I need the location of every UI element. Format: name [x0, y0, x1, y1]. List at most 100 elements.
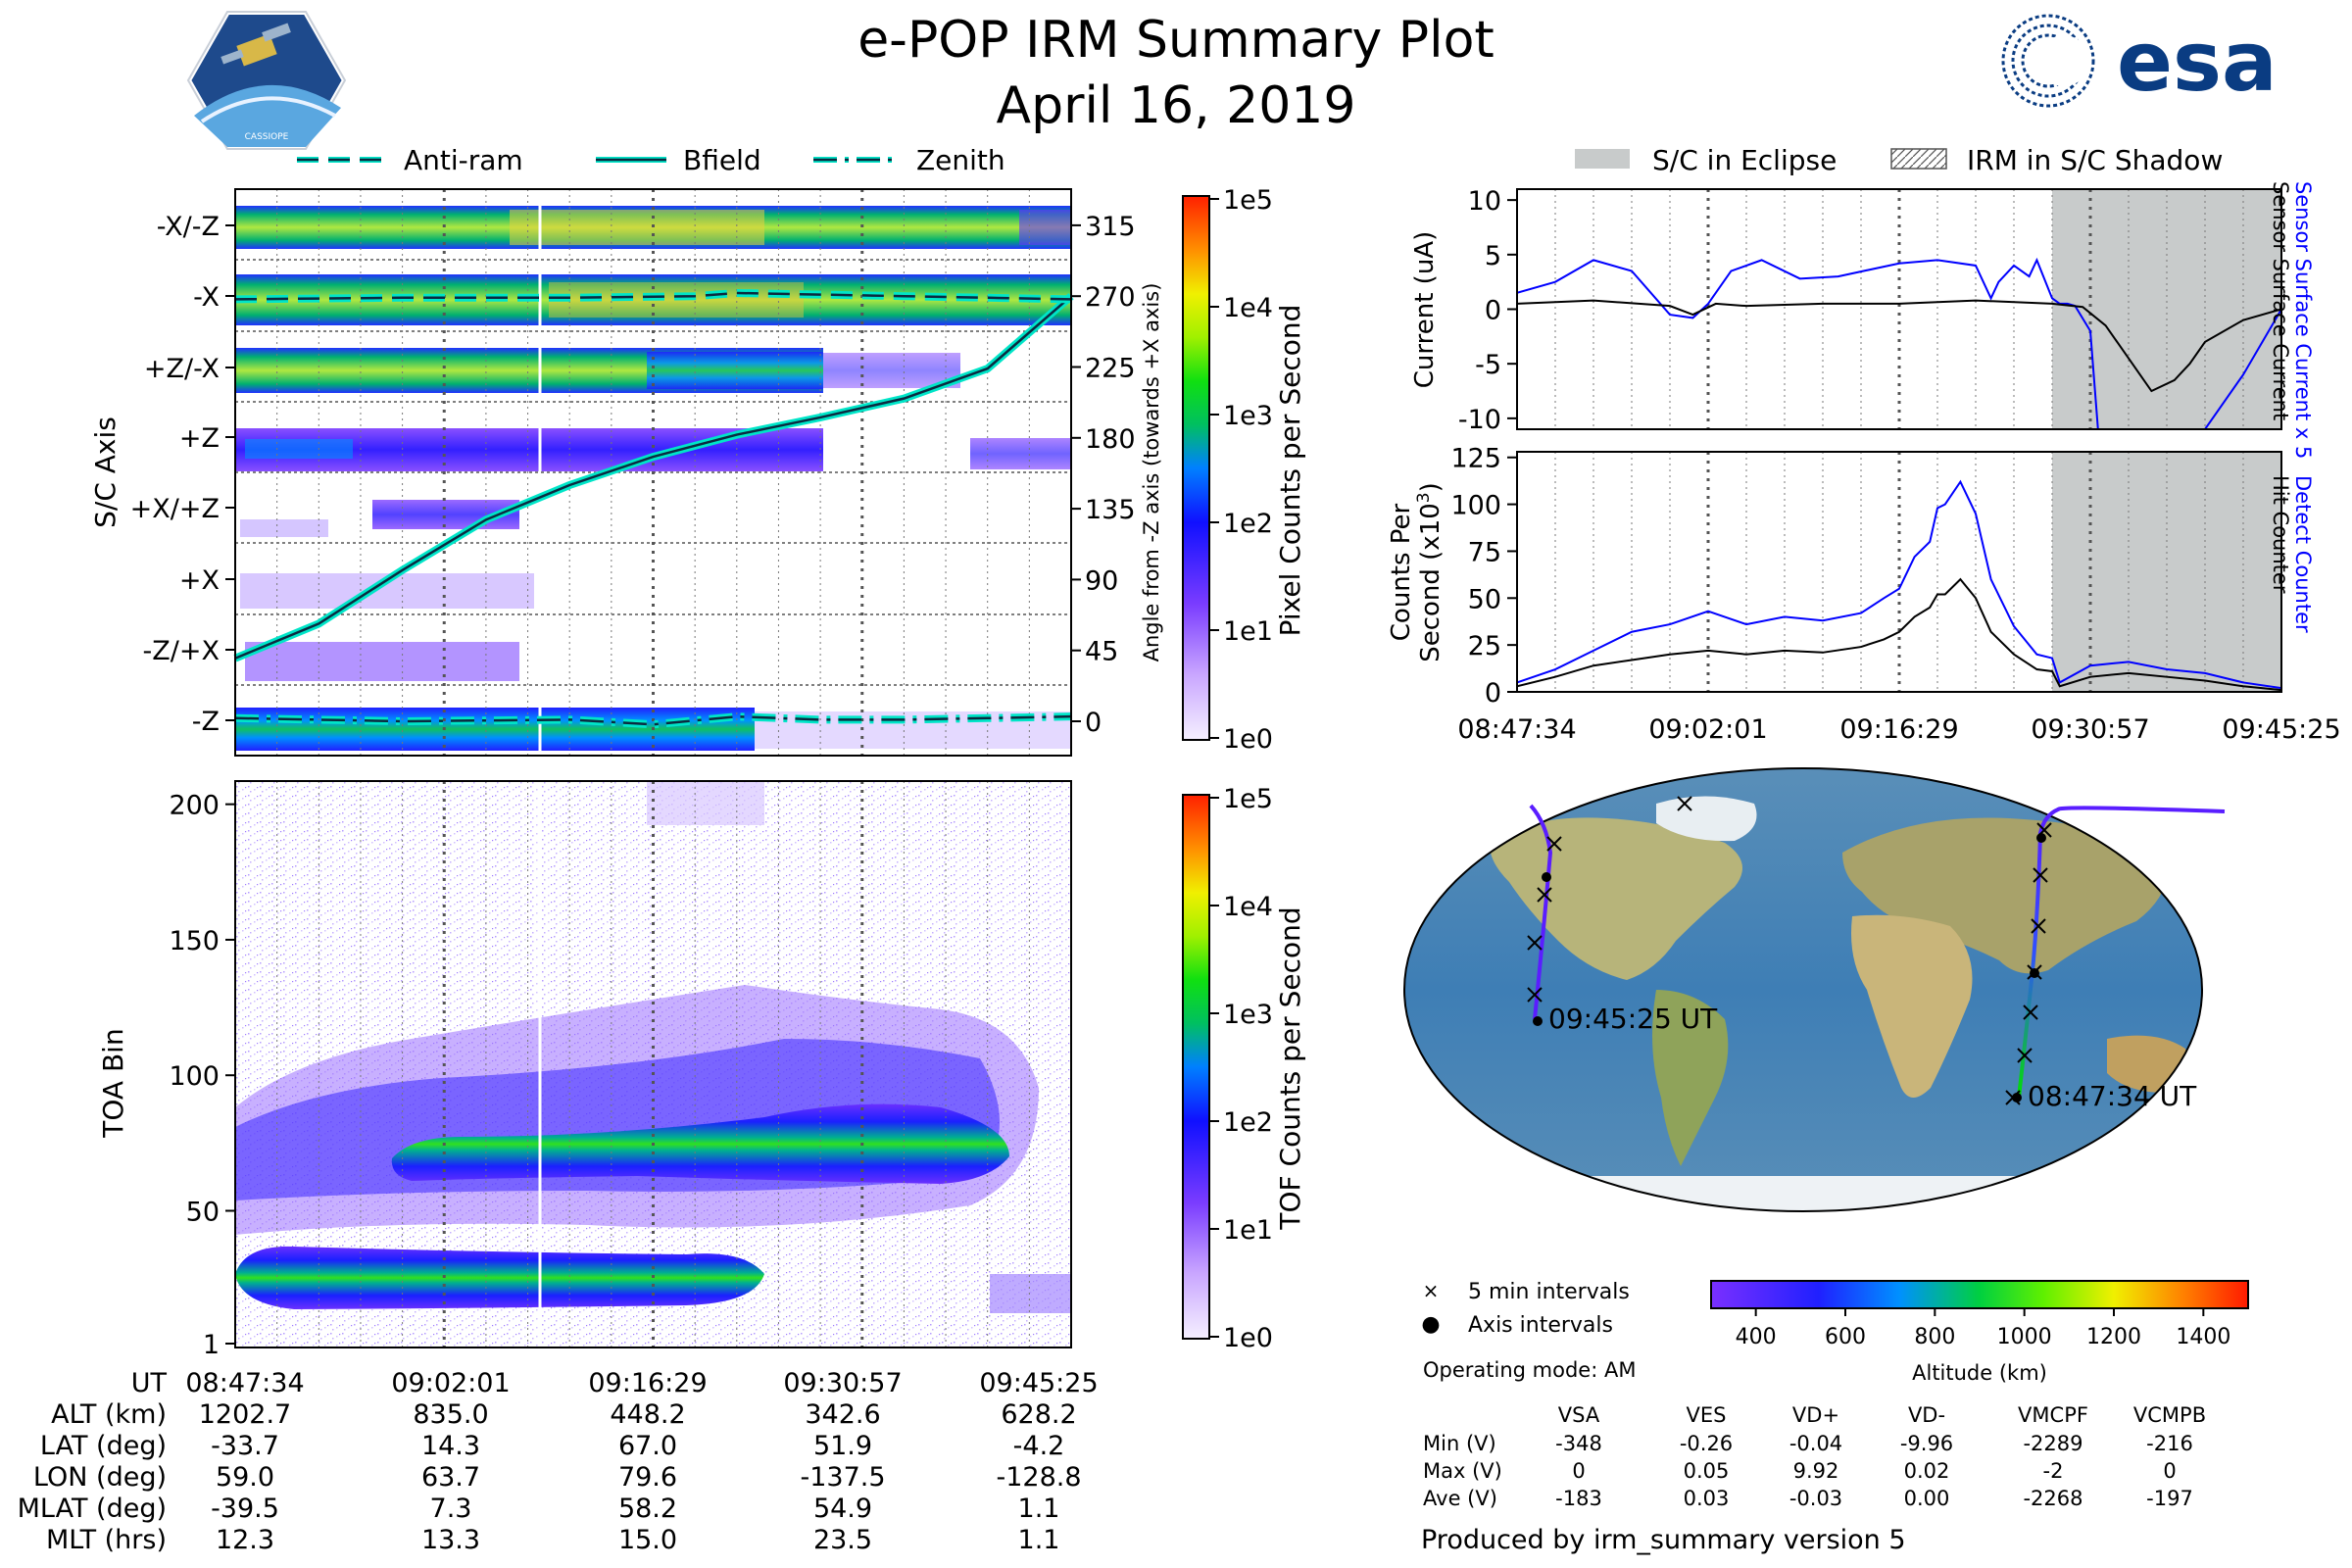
table-cell: 51.9 — [813, 1431, 872, 1461]
voltage-header: VSA — [1558, 1403, 1600, 1427]
table-cell: -39.5 — [211, 1494, 279, 1524]
voltage-cell: -183 — [1555, 1487, 1602, 1510]
series-hit-counter — [1517, 577, 2281, 692]
counts-right-label-black: Hit Counter — [2269, 475, 2292, 594]
five-min-marker — [1527, 987, 1543, 1003]
right-tick-label: 90 — [1085, 565, 1118, 596]
voltage-row-label: Min (V) — [1423, 1432, 1496, 1455]
y-tick-label: 10 — [1468, 186, 1501, 217]
voltage-cell: -2 — [2043, 1459, 2064, 1483]
table-cell: -137.5 — [800, 1462, 885, 1493]
legend-lines: Anti-ram Bfield Zenith — [297, 144, 1005, 176]
table-cell: 15.0 — [618, 1525, 677, 1555]
land-africa — [1851, 914, 1973, 1098]
voltage-cell: -2268 — [2023, 1487, 2082, 1510]
voltage-cell: -2289 — [2023, 1432, 2082, 1455]
table-cell: 7.3 — [430, 1494, 472, 1524]
table-cell: 1.1 — [1018, 1494, 1060, 1524]
series-sensor-surface-current — [1517, 299, 2281, 393]
voltage-cell: -0.04 — [1789, 1432, 1842, 1455]
legend-bfield-label: Bfield — [683, 144, 761, 176]
y-tick-label: 5 — [1485, 241, 1501, 271]
plot-date: April 16, 2019 — [997, 76, 1356, 135]
counts-right-label-blue: Detect Counter — [2291, 475, 2315, 633]
pixel-colorbar-label: Pixel Counts per Second — [1274, 305, 1306, 637]
ground-track-map: 09:45:25 UT 08:47:34 UT — [1403, 767, 2226, 1212]
time-tick-label: 08:47:34 — [1457, 714, 1576, 745]
voltage-header: VES — [1687, 1403, 1727, 1427]
esa-logo: esa — [2001, 14, 2278, 110]
series-bfield — [234, 295, 1072, 660]
right-tick-label: 180 — [1085, 424, 1136, 455]
cassiope-logo: CASSIOPE — [184, 9, 349, 152]
colorbar-tick-label: 1e2 — [1223, 1107, 1273, 1138]
five-min-marker — [2023, 1004, 2038, 1020]
colorbar-tick-label: 1e3 — [1223, 1000, 1273, 1030]
legend-dot-symbol: ● — [1421, 1312, 1440, 1337]
tof-tick-label: 200 — [169, 791, 220, 821]
axis-interval-marker — [2036, 833, 2046, 843]
table-cell: 54.9 — [813, 1494, 872, 1524]
voltage-row-label: Max (V) — [1423, 1459, 1502, 1483]
voltage-cell: 9.92 — [1793, 1459, 1839, 1483]
y-tick-label: -10 — [1458, 405, 1501, 435]
tof-time-gridlines — [276, 781, 1030, 1348]
legend-dot-label: Axis intervals — [1468, 1313, 1613, 1338]
y-tick-label: -5 — [1475, 350, 1501, 380]
time-tick-label: 09:16:29 — [1839, 714, 1958, 745]
colorbar-tick-label: 1e3 — [1223, 401, 1273, 431]
pixel-left-axis: -X/-Z -X +Z/-X +Z +X/+Z +X -Z/+X -Z — [130, 212, 235, 737]
time-tick-label: 09:02:01 — [1648, 714, 1767, 745]
table-cell: 14.3 — [421, 1431, 480, 1461]
legend-shadow-label: IRM in S/C Shadow — [1967, 144, 2223, 176]
band-mz-px — [245, 642, 519, 681]
table-cell: 63.7 — [421, 1462, 480, 1493]
table-cell: -33.7 — [211, 1431, 279, 1461]
table-cell: 342.6 — [805, 1399, 880, 1430]
y-tick-label: 125 — [1450, 444, 1501, 474]
land-north-america — [1490, 817, 1742, 980]
current-ylabel: Current (uA) — [1410, 231, 1440, 388]
table-cell: -4.2 — [1013, 1431, 1065, 1461]
pixel-angle-lines — [233, 288, 1074, 729]
altitude-tick-label: 1400 — [2176, 1325, 2230, 1349]
pixel-right-axis: 315 270 225 180 135 90 45 0 — [1071, 212, 1136, 738]
table-cell: 58.2 — [618, 1494, 677, 1524]
table-cell: 1202.7 — [199, 1399, 291, 1430]
table-cell: 79.6 — [618, 1462, 677, 1493]
colorbar-tick-label: 1e4 — [1223, 293, 1273, 323]
voltage-cell: -216 — [2146, 1432, 2193, 1455]
right-tick-label: 270 — [1085, 282, 1136, 313]
colorbar-tick-label: 1e2 — [1223, 509, 1273, 539]
row-label: MLAT (deg) — [18, 1494, 167, 1524]
voltage-cell: 0.05 — [1684, 1459, 1730, 1483]
voltage-cell: -348 — [1555, 1432, 1602, 1455]
colorbar-tick-label: 1e5 — [1223, 185, 1273, 216]
tof-tick-label: 50 — [186, 1197, 220, 1227]
colorbar-tick-label: 1e5 — [1223, 784, 1273, 814]
time-tick-label: 09:45:25 — [2222, 714, 2340, 745]
series-anti-ram — [234, 291, 1072, 301]
right-tick-label: 135 — [1085, 495, 1136, 525]
colorbar-tick-label: 1e1 — [1223, 616, 1273, 647]
voltage-header: VD+ — [1792, 1403, 1839, 1427]
tof-y-axis: 200 150 100 50 1 — [169, 791, 235, 1360]
right-tick-label: 315 — [1085, 212, 1136, 242]
five-min-marker — [1677, 796, 1692, 811]
five-min-marker — [2017, 1048, 2033, 1063]
left-tick-label: -X/-Z — [157, 212, 220, 242]
legend-zenith-label: Zenith — [916, 144, 1005, 176]
voltage-header: VMCPF — [2018, 1403, 2088, 1427]
pixel-colorbar: 1e5 1e4 1e3 1e2 1e1 1e0 Pixel Counts per Seco… — [1182, 185, 1306, 755]
pixel-ylabel-right: Angle from -Z axis (towards +X axis) — [1140, 283, 1163, 662]
table-cell: 09:16:29 — [588, 1368, 707, 1398]
plot-title: e-POP IRM Summary Plot — [858, 11, 1494, 70]
counts-ylabel-line1: Counts Per — [1387, 503, 1416, 641]
colorbar-tick-label: 1e0 — [1223, 1323, 1273, 1353]
map-start-label: 08:47:34 UT — [2028, 1080, 2197, 1112]
table-cell: 23.5 — [813, 1525, 872, 1555]
colorbar-tick-label: 1e1 — [1223, 1215, 1273, 1246]
left-tick-label: -Z/+X — [143, 636, 220, 666]
